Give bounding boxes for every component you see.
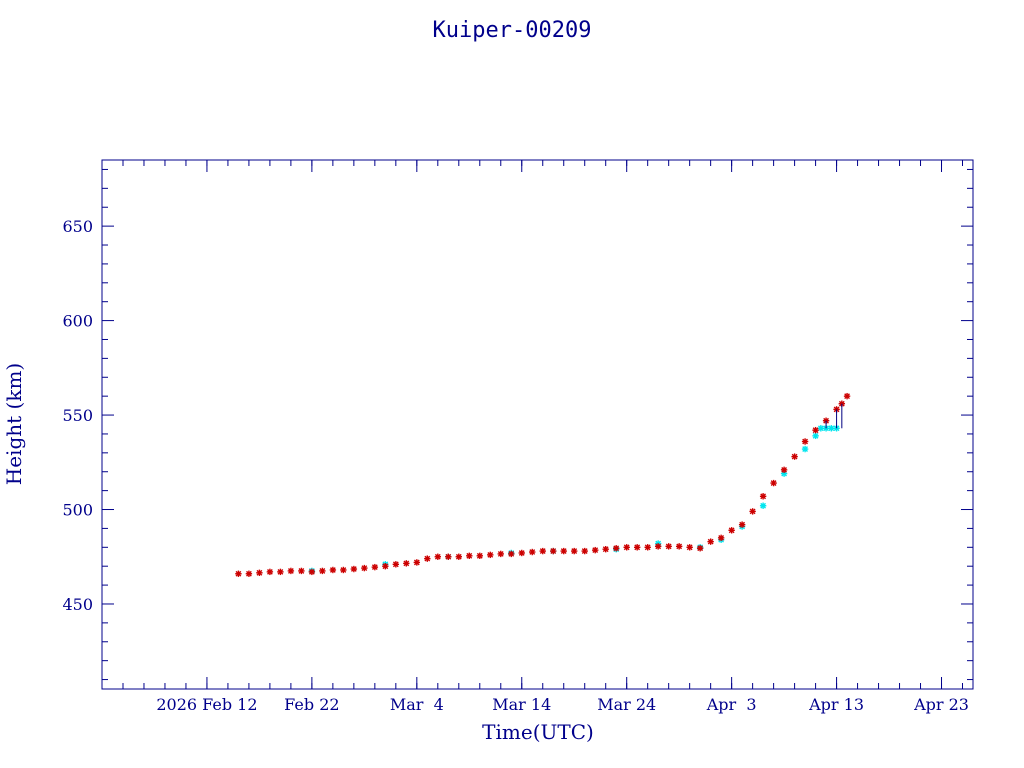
- red-data-point: [287, 567, 295, 575]
- red-data-point: [529, 548, 536, 556]
- red-data-point: [319, 567, 326, 575]
- red-data-point: [277, 568, 284, 576]
- red-data-point: [434, 553, 442, 560]
- red-data-point: [801, 438, 809, 445]
- cyan-data-point: [759, 502, 767, 509]
- red-data-point: [791, 453, 798, 460]
- red-data-point: [717, 534, 725, 542]
- red-data-point: [592, 546, 599, 554]
- red-data-point: [571, 547, 578, 555]
- red-data-point: [780, 466, 788, 474]
- red-data-point: [487, 551, 494, 559]
- data-points: [235, 392, 851, 577]
- y-tick-labels: 450 500 550 600 650: [62, 217, 93, 614]
- cyan-data-point: [812, 432, 819, 440]
- x-tick-label: Apr 23: [913, 695, 969, 714]
- red-data-point: [329, 566, 337, 574]
- red-data-point: [654, 543, 662, 550]
- red-data-point: [696, 545, 704, 552]
- x-tick-label: 2026 Feb 12: [156, 695, 257, 714]
- red-data-point: [245, 570, 253, 577]
- red-data-point: [235, 570, 242, 577]
- red-data-point: [560, 547, 567, 555]
- red-data-point: [665, 543, 672, 550]
- red-data-point: [770, 479, 777, 487]
- red-data-point: [644, 544, 651, 551]
- red-data-point: [749, 508, 756, 515]
- red-data-point: [633, 544, 641, 551]
- red-data-point: [539, 547, 546, 555]
- red-data-point: [466, 552, 473, 560]
- chart-title: Kuiper-00209: [433, 18, 592, 43]
- x-tick-label: Mar 4: [390, 695, 444, 714]
- x-tick-label: Feb 22: [284, 695, 339, 714]
- red-data-point: [550, 547, 557, 555]
- red-data-point: [675, 543, 683, 550]
- red-data-point: [497, 550, 504, 558]
- red-data-point: [728, 527, 735, 534]
- y-tick-label: 450: [62, 595, 93, 614]
- y-tick-label: 650: [62, 217, 93, 236]
- red-data-point: [581, 547, 588, 555]
- red-data-point: [445, 553, 452, 560]
- x-tick-label: Apr 13: [808, 695, 864, 714]
- y-tick-label: 600: [62, 312, 93, 331]
- cyan-data-point: [801, 445, 809, 453]
- red-data-point: [759, 493, 767, 500]
- red-data-point: [371, 563, 379, 571]
- red-data-point: [508, 550, 515, 558]
- red-data-point: [843, 392, 851, 400]
- red-data-point: [686, 544, 693, 551]
- x-tick-labels: 2026 Feb 12 Feb 22 Mar 4 Mar 14 Mar 24 Apr 3 A…: [156, 695, 969, 714]
- red-data-point: [361, 564, 368, 572]
- red-data-point: [812, 426, 819, 434]
- cyan-data-point: [817, 425, 825, 432]
- x-tick-label: Apr 3: [706, 695, 757, 714]
- red-data-point: [707, 538, 714, 545]
- red-data-point: [340, 566, 347, 574]
- red-data-point: [518, 549, 525, 557]
- red-data-point: [476, 552, 483, 560]
- red-data-point: [413, 559, 421, 566]
- red-data-point: [455, 553, 462, 560]
- red-data-point: [602, 545, 609, 553]
- axis-ticks: [101, 160, 973, 689]
- y-axis-label: Height (km): [2, 363, 26, 485]
- red-data-point: [613, 545, 620, 552]
- x-axis-label: Time(UTC): [482, 720, 594, 744]
- red-data-point: [403, 560, 410, 567]
- red-data-point: [392, 561, 400, 568]
- red-data-point: [266, 568, 274, 576]
- red-data-point: [382, 562, 389, 570]
- red-data-point: [738, 521, 746, 528]
- plot-frame: [101, 159, 974, 690]
- x-tick-label: Mar 14: [492, 695, 551, 714]
- red-data-point: [298, 567, 305, 575]
- y-tick-label: 500: [62, 501, 93, 520]
- red-data-point: [256, 569, 263, 577]
- y-tick-label: 550: [62, 406, 93, 425]
- red-data-point: [623, 544, 630, 551]
- red-data-point: [424, 555, 431, 562]
- red-data-point: [350, 565, 358, 573]
- x-tick-label: Mar 24: [597, 695, 656, 714]
- red-data-point: [308, 568, 316, 576]
